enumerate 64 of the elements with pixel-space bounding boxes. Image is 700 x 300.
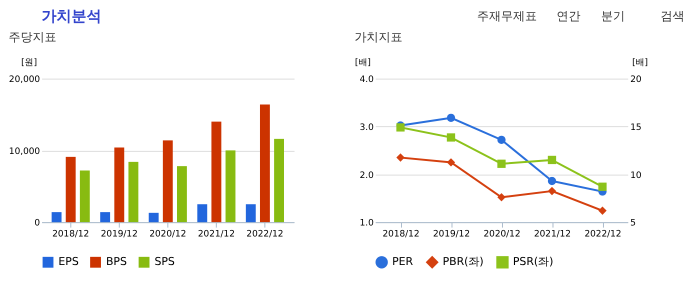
x-tick-label: 2019/12	[100, 230, 138, 240]
point	[446, 133, 456, 142]
bar	[197, 204, 208, 222]
y-tick-label: 0	[34, 218, 40, 229]
legend-label: PER	[392, 255, 414, 268]
point	[598, 206, 607, 215]
legend-label: PBR(좌)	[442, 255, 484, 268]
bar	[66, 156, 76, 222]
x-tick-label: 2022/12	[246, 230, 284, 240]
y2-tick-label: 20	[630, 75, 642, 86]
y-tick-label: 2.0	[360, 170, 374, 181]
y-tick-label: 3.0	[360, 122, 374, 133]
y-tick-label: 4.0	[360, 75, 374, 86]
bar	[80, 170, 90, 222]
bar	[226, 150, 236, 222]
y2-axis-title: [배]	[632, 58, 648, 68]
point	[497, 160, 506, 168]
point	[598, 182, 607, 191]
point	[548, 156, 556, 164]
bar	[148, 212, 159, 222]
y2-tick-label: 15	[630, 122, 642, 133]
point	[497, 193, 506, 202]
chart-title: 가치지표	[354, 30, 402, 44]
y-axis-title: [원]	[21, 58, 38, 68]
bar	[211, 122, 222, 222]
text: 연간	[556, 9, 580, 24]
point	[446, 114, 456, 122]
x-tick-label: 2020/12	[483, 230, 520, 240]
bar	[260, 104, 270, 222]
x-tick-label: 2018/12	[382, 230, 420, 240]
y2-tick-label: 10	[630, 170, 642, 181]
bar	[162, 140, 173, 222]
text: 검색	[660, 9, 684, 24]
y-axis-title: [배]	[354, 58, 371, 68]
bar	[100, 212, 110, 222]
x-tick-label: 2020/12	[149, 230, 186, 240]
y-tick-label: 20,000	[8, 75, 40, 86]
text: 분기	[600, 9, 625, 24]
legend-label: PSR(좌)	[512, 255, 554, 268]
chart-title: 주당지표	[8, 30, 56, 44]
y-tick-label: 10,000	[8, 146, 40, 157]
point	[396, 153, 405, 162]
bar	[128, 162, 138, 222]
text: 주재무제표	[477, 9, 538, 24]
point	[497, 136, 506, 144]
legend-label: BPS	[106, 255, 127, 268]
legend-label: EPS	[58, 255, 79, 268]
x-tick-label: 2018/12	[52, 230, 90, 240]
x-tick-label: 2021/12	[198, 230, 235, 240]
y2-tick-label: 5	[630, 218, 636, 229]
point	[548, 176, 556, 186]
bar	[246, 204, 256, 222]
bar	[114, 148, 124, 222]
legend-label: SPS	[154, 255, 175, 268]
point	[446, 158, 456, 166]
x-tick-label: 2021/12	[534, 230, 571, 240]
x-tick-label: 2022/12	[584, 230, 622, 240]
x-tick-label: 2019/12	[432, 230, 470, 240]
bar	[176, 166, 187, 222]
text: 가치분석	[42, 7, 102, 26]
bar	[274, 138, 284, 222]
point	[548, 186, 556, 196]
bar	[52, 212, 62, 222]
y-tick-label: 1.0	[360, 218, 374, 229]
